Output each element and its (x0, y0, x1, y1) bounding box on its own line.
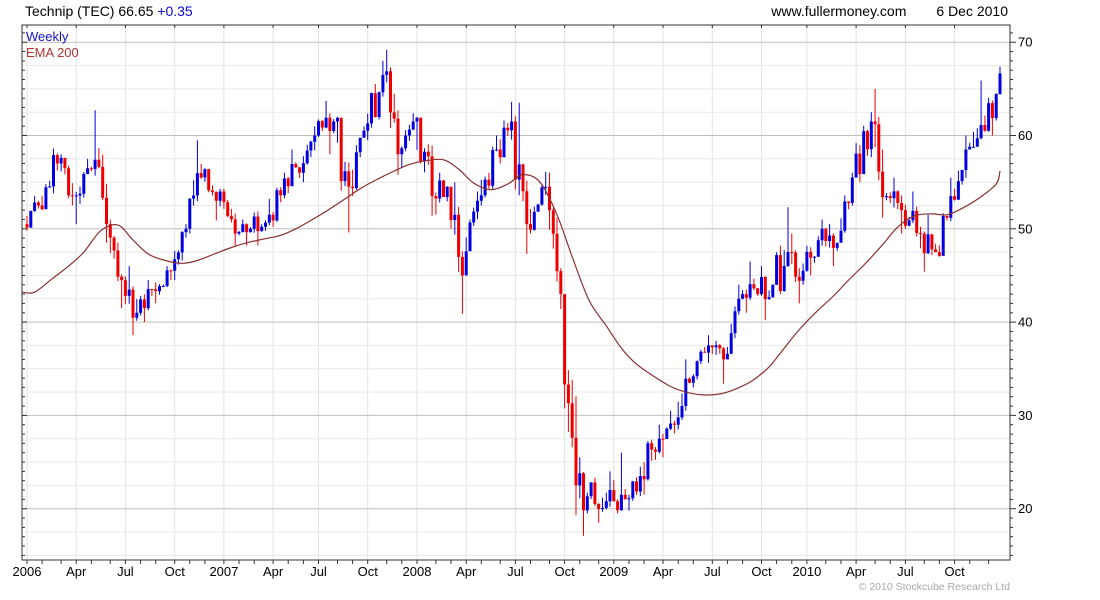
copyright-notice: © 2010 Stockcube Research Ltd (858, 581, 1010, 593)
site-text: www.fullermoney.com (771, 3, 907, 19)
x-tick-label: Jul (310, 564, 327, 579)
x-tick-label: Oct (358, 564, 379, 579)
price-change: +0.35 (157, 3, 193, 19)
instrument-title: Technip (TEC) 66.65 +0.35 (25, 3, 193, 19)
x-tick-label: Jul (897, 564, 914, 579)
axes-layer: 20 30 40 50 60 70 2006 Apr Jul Oct 2007 Apr Jul Oct 20… (13, 25, 1032, 579)
x-tick-label: Apr (456, 564, 477, 579)
legend-ema200-label: EMA 200 (26, 45, 79, 60)
x-tick-label: Oct (751, 564, 772, 579)
chart-date: 6 Dec 2010 (936, 3, 1008, 19)
header-right: www.fullermoney.com 6 Dec 2010 (741, 3, 1008, 19)
plot-border (21, 24, 1011, 561)
legend-weekly-label: Weekly (26, 29, 69, 44)
x-tick-label: 2010 (792, 564, 821, 579)
x-tick-label: 2008 (403, 564, 432, 579)
x-tick-label: Oct (165, 564, 186, 579)
x-tick-label: Jul (704, 564, 721, 579)
x-tick-label: Oct (944, 564, 965, 579)
y-tick-label: 60 (1018, 128, 1032, 143)
y-tick-label: 50 (1018, 221, 1032, 236)
x-tick-label: 2009 (599, 564, 628, 579)
instrument-name-price: Technip (TEC) 66.65 (25, 3, 158, 19)
x-tick-label: 2006 (13, 564, 42, 579)
x-tick-label: Jul (117, 564, 134, 579)
x-tick-label: Apr (263, 564, 284, 579)
y-tick-label: 70 (1018, 35, 1032, 50)
x-tick-label: 2007 (209, 564, 238, 579)
x-tick-label: Oct (554, 564, 575, 579)
x-tick-label: Apr (653, 564, 674, 579)
y-tick-label: 40 (1018, 315, 1032, 330)
ema200-line (21, 158, 1001, 396)
chart-header: Technip (TEC) 66.65 +0.35 www.fullermone… (0, 2, 1100, 22)
y-tick-label: 30 (1018, 408, 1032, 423)
y-tick-label: 20 (1018, 501, 1032, 516)
x-tick-label: Apr (66, 564, 87, 579)
chart-legend: Weekly EMA 200 (26, 29, 79, 61)
x-tick-label: Apr (846, 564, 867, 579)
x-tick-label: Jul (507, 564, 524, 579)
